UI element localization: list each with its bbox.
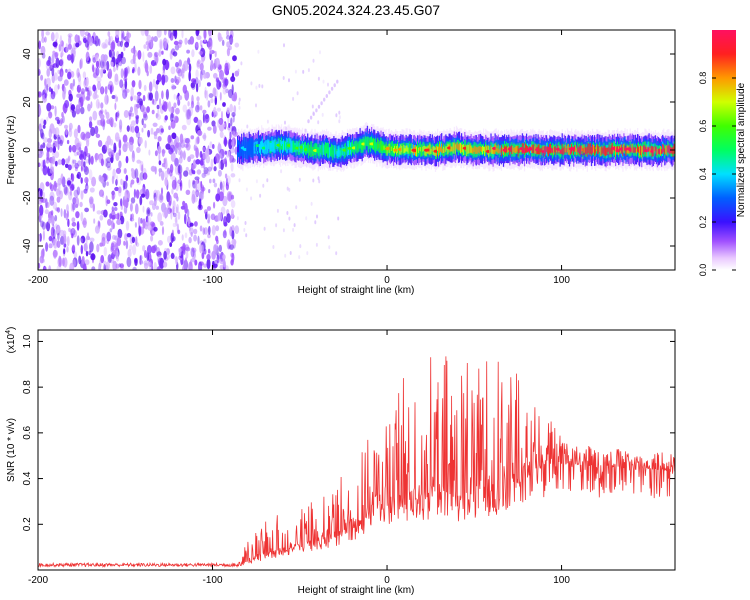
spectrogram-y-tick-label: 20 xyxy=(22,96,33,108)
spectrogram-y-tick-label: 40 xyxy=(22,48,33,60)
snr-x-ticks: -200 -100 0 100 xyxy=(28,330,570,586)
spectrogram-y-label: Frequency (Hz) xyxy=(6,116,17,185)
spectrogram-ridge xyxy=(237,122,675,172)
spectrogram-x-tick-label: 0 xyxy=(384,275,390,286)
colorbar-tick-label: 0.4 xyxy=(698,168,708,181)
spectrogram-x-tick-label: -100 xyxy=(203,275,223,286)
colorbar: 0.0 0.2 0.4 0.6 0.8 Normalized spectral ampl… xyxy=(698,30,747,276)
spectrogram-y-ticks: -40 -20 0 20 40 xyxy=(22,48,675,253)
colorbar-ticks: 0.0 0.2 0.4 0.6 0.8 xyxy=(698,72,736,277)
snr-y-label: SNR (10 * v/v) xyxy=(6,418,17,482)
snr-x-tick-label: 0 xyxy=(384,575,390,586)
spectrogram-y-tick-label: -20 xyxy=(22,190,33,205)
snr-y-tick-label: 0.2 xyxy=(22,517,33,531)
colorbar-label: Normalized spectral amplitude xyxy=(736,82,747,217)
snr-frame xyxy=(37,329,676,571)
snr-panel: -200 -100 0 100 0.2 0.4 0.6 0.8 1.0 Height of s… xyxy=(5,327,676,596)
colorbar-tick-label: 0.2 xyxy=(698,216,708,229)
snr-y-tick-label: 0.4 xyxy=(22,471,33,485)
snr-x-tick-label: -200 xyxy=(28,575,48,586)
snr-y-tick-label: 0.8 xyxy=(22,380,33,394)
colorbar-tick-label: 0.0 xyxy=(698,264,708,277)
snr-series-line xyxy=(38,356,675,568)
figure-title: GN05.2024.324.23.45.G07 xyxy=(272,2,440,18)
spectrogram-y-tick-label: 0 xyxy=(22,147,33,153)
spectrogram-y-tick-label: -40 xyxy=(22,238,33,253)
spectrogram-x-tick-label: -200 xyxy=(28,275,48,286)
colorbar-tick-label: 0.6 xyxy=(698,120,708,133)
spectrogram-x-tick-label: 100 xyxy=(553,275,570,286)
snr-x-label: Height of straight line (km) xyxy=(298,585,415,596)
spectrogram-x-label: Height of straight line (km) xyxy=(298,285,415,296)
snr-y-multiplier: (x104) xyxy=(5,327,17,354)
snr-y-ticks: 0.2 0.4 0.6 0.8 1.0 xyxy=(22,334,675,531)
snr-x-tick-label: -100 xyxy=(203,575,223,586)
snr-y-tick-label: 0.6 xyxy=(22,425,33,439)
colorbar-gradient xyxy=(712,30,736,270)
snr-y-tick-label: 1.0 xyxy=(22,334,33,348)
colorbar-tick-label: 0.8 xyxy=(698,72,708,85)
snr-x-tick-label: 100 xyxy=(553,575,570,586)
spectrogram-image xyxy=(38,30,675,270)
spectrogram-noise-region xyxy=(38,30,341,270)
spectrogram-x-ticks: -200 -100 0 100 xyxy=(28,30,570,286)
